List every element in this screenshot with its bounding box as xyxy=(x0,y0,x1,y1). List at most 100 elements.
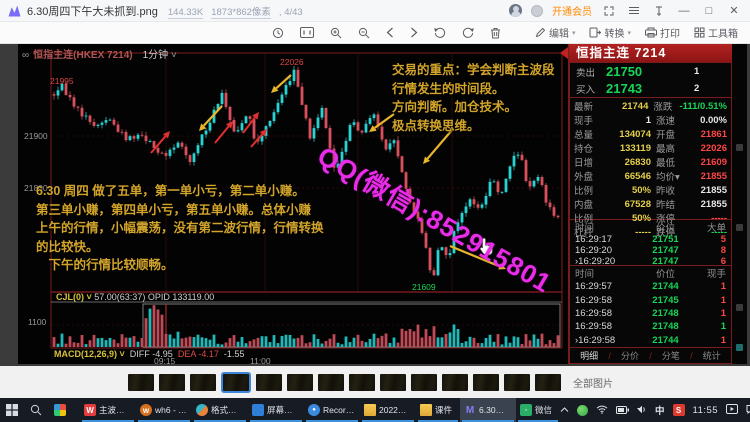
taskbar-clock[interactable]: 11:55 xyxy=(692,404,719,416)
quote-tab-3: 统计 xyxy=(702,351,721,361)
filmstrip-thumbnail[interactable] xyxy=(128,373,154,391)
x-axis-tick-0915: 09:15 xyxy=(154,356,176,366)
taskbar-app-folder[interactable]: 课件 xyxy=(416,398,460,422)
taskbar-app-wechat[interactable]: ◦ 微信 xyxy=(516,398,560,422)
table-row: 16:29:58 21748 1 xyxy=(575,308,726,320)
ime-indicator[interactable]: 中 xyxy=(655,406,665,417)
taskbar-app-label: 屏幕录像 xyxy=(267,405,300,415)
taskbar-app-label: 格式工厂... xyxy=(211,405,244,415)
filmstrip-thumbnail[interactable] xyxy=(442,373,468,391)
file-size: 144.33K xyxy=(167,6,204,19)
viewer-toolbar: 编辑 ▾ 转换 ▾ 打印 工具箱 xyxy=(0,22,750,44)
filmstrip-thumbnail[interactable] xyxy=(473,373,499,391)
minimize-button[interactable]: — xyxy=(678,4,690,17)
filmstrip-thumbnail[interactable] xyxy=(504,373,530,391)
quote-grid-row: 持仓 133119 最高 22026 xyxy=(574,142,727,156)
wifi-icon[interactable] xyxy=(596,401,608,419)
previous-image-button[interactable] xyxy=(386,27,394,38)
volume-axis-tick: 1100 xyxy=(28,317,47,327)
taskbar-app-rec2[interactable]: ●Recordin... xyxy=(304,398,360,422)
taskbar-app-folder[interactable]: 2022年六.. xyxy=(360,398,416,422)
sogou-ime-icon[interactable]: S xyxy=(672,404,685,416)
table-row: 16:29:58 21745 1 xyxy=(575,294,726,306)
pinned-app-icon[interactable] xyxy=(48,398,72,422)
user-avatar[interactable] xyxy=(509,4,522,17)
quote-grid-row: 杠杆 ----- 跌停 ----- xyxy=(574,226,727,240)
quote-panel: 恒指主连 7214 卖出 21750 1 买入 21743 2 最新 21744 涨跌 -11… xyxy=(560,44,732,364)
volume-icon[interactable] xyxy=(637,401,647,419)
zoom-in-button[interactable] xyxy=(330,27,342,39)
toolbox-button[interactable]: 工具箱 xyxy=(694,25,738,40)
delete-button[interactable] xyxy=(490,27,501,39)
filmstrip-thumbnail[interactable] xyxy=(535,373,561,391)
taskbar-app-wps[interactable]: W主波段交.. xyxy=(80,398,136,422)
slideshow-button[interactable] xyxy=(272,27,284,39)
battery-icon[interactable] xyxy=(616,401,629,419)
print-button[interactable]: 打印 xyxy=(645,25,680,40)
taskbar-app-viewer[interactable]: M 6.30周四.. xyxy=(460,398,516,422)
notification-center-icon[interactable] xyxy=(746,401,750,419)
antivirus-tray-icon[interactable] xyxy=(577,404,588,416)
close-button[interactable]: ✕ xyxy=(729,4,739,17)
quote-grid-row: 比例 50% 昨收 21855 xyxy=(574,184,727,198)
wechat-icon: ◦ xyxy=(520,404,532,416)
system-tray: 中 S 11:55 xyxy=(560,401,750,419)
edit-button[interactable]: 编辑 ▾ xyxy=(535,25,575,40)
price-label-high1: 21995 xyxy=(50,76,74,86)
fullscreen-button[interactable] xyxy=(601,1,617,21)
filmstrip-thumbnail[interactable] xyxy=(287,373,313,391)
quote-stats-grid: 最新 21744 涨跌 -111/0.51% 现手 1 涨速 0.00% 总量 134074 开盘 2… xyxy=(569,98,732,239)
taskbar-app-ff[interactable]: 格式工厂... xyxy=(192,398,248,422)
filmstrip-thumbnail[interactable] xyxy=(221,371,251,393)
filmstrip-thumbnail[interactable] xyxy=(190,373,216,391)
table-row: ›16:29:20 21747 6 xyxy=(575,256,726,267)
filmstrip-thumbnail[interactable] xyxy=(411,373,437,391)
convert-button[interactable]: 转换 ▾ xyxy=(589,25,631,40)
taskbar-app-label: 主波段交.. xyxy=(99,405,132,415)
media-popup-icon[interactable] xyxy=(726,401,739,419)
table-row: 16:29:17 21751 5 xyxy=(575,234,726,245)
table-row: 16:29:20 21747 8 xyxy=(575,245,726,256)
vip-upgrade-link[interactable]: 开通会员 xyxy=(552,7,592,18)
menu-button[interactable] xyxy=(626,1,642,21)
taskbar-app-label: 课件 xyxy=(435,405,453,415)
zoom-out-button[interactable] xyxy=(358,27,370,39)
tray-expand-icon[interactable] xyxy=(560,405,569,415)
filmstrip-thumbnail[interactable] xyxy=(256,373,282,391)
all-images-button[interactable]: 全部图片 xyxy=(573,378,613,390)
quote-grid-row: 外盘 66546 均价▾ 21855 xyxy=(574,170,727,184)
table-header: 时间 价位 现手 xyxy=(575,269,726,280)
filmstrip-thumbnail[interactable] xyxy=(159,373,185,391)
rotate-left-button[interactable] xyxy=(434,27,446,39)
maximize-button[interactable]: □ xyxy=(705,4,713,17)
macd-indicator-row: MACD(12,26,9) ˅ DIFF -4.95 DEA -4.17 -1.… xyxy=(54,349,245,359)
filmstrip: 全部图片 xyxy=(0,366,750,398)
table-header: 时间 价位 大单 xyxy=(575,223,726,234)
filmstrip-thumbnail[interactable] xyxy=(349,373,375,391)
big-order-table: 时间 价位 大单 16:29:17 21751 5 16:29:20 21747 8 ›16:29… xyxy=(569,220,732,267)
quote-grid-row: 比例 50% 涨停 ----- xyxy=(574,212,727,226)
image-viewer-canvas: ∞ 恒指主连(HKEX 7214) 1分钟 ˅ 21995 22026 21609 … xyxy=(0,44,750,366)
taskbar-app-rec[interactable]: 屏幕录像 xyxy=(248,398,304,422)
ask-row: 卖出 21750 1 xyxy=(576,64,700,79)
annotation-focus-text: 交易的重点：学会判断主波段 行情发生的时间段。 方向判断。加仓技术。 极点转换思… xyxy=(392,63,555,133)
filmstrip-thumbnail[interactable] xyxy=(318,373,344,391)
quote-tab-2: 分笔 xyxy=(661,351,680,361)
rec-icon xyxy=(252,404,264,416)
start-button[interactable] xyxy=(0,398,24,422)
taskbar-app-label: 6.30周四.. xyxy=(479,405,512,415)
actual-size-button[interactable] xyxy=(300,27,314,38)
tool-strip-icon xyxy=(736,144,743,151)
infinity-icon: ∞ xyxy=(22,50,30,61)
filmstrip-thumbnail[interactable] xyxy=(380,373,406,391)
pin-button[interactable] xyxy=(651,1,667,21)
chart-title: ∞ 恒指主连(HKEX 7214) 1分钟 ˅ xyxy=(22,50,177,61)
taskbar-app-wh6[interactable]: w wh6 - V... xyxy=(136,398,192,422)
bid-ask-box: 卖出 21750 1 买入 21743 2 xyxy=(569,62,732,98)
taskbar-search-icon[interactable] xyxy=(24,398,48,422)
next-image-button[interactable] xyxy=(410,27,418,38)
cjl-indicator-row: CJL(0) ˅ 57.00(63:37) OPID 133119.00 xyxy=(56,292,215,302)
rotate-right-button[interactable] xyxy=(462,27,474,39)
wps-icon: W xyxy=(84,404,96,416)
